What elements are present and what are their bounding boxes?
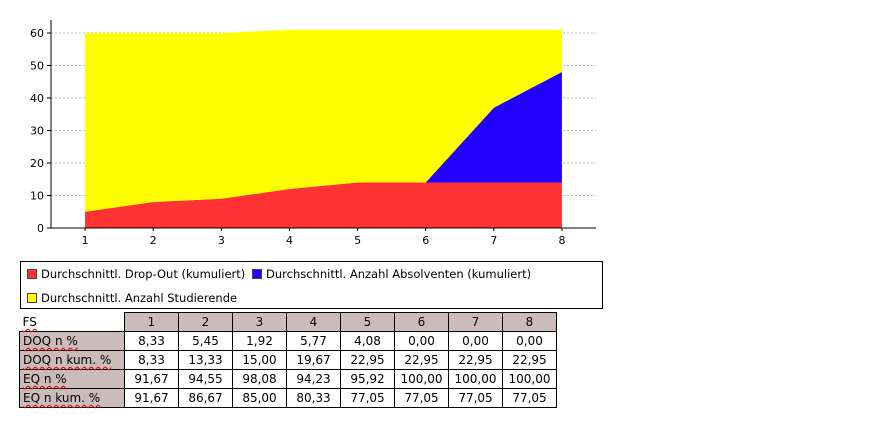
table-cell: 0,00	[448, 331, 503, 351]
legend-swatch-drop-out	[27, 269, 37, 279]
table-cell: 85,00	[232, 388, 287, 408]
table-cell: 94,55	[178, 369, 233, 389]
data-table: FS 1 2 3 4 5 6 7 8 DOQ n % 8,33 5,45 1,9…	[19, 312, 557, 408]
table-row-label: EQ n kum. %	[19, 388, 125, 408]
y-tick-label: 50	[30, 60, 44, 73]
table-cell: 8,33	[124, 331, 179, 351]
legend-item-drop-out: Durchschnittl. Drop-Out (kumuliert)	[27, 267, 245, 281]
x-tick-label: 4	[286, 234, 293, 247]
x-tick-label: 1	[82, 234, 89, 247]
legend: Durchschnittl. Drop-Out (kumuliert) Durc…	[20, 261, 603, 309]
table-row-label: DOQ n kum. %	[19, 350, 125, 370]
table-cell: 22,95	[340, 350, 395, 370]
table-row-label-text: EQ n %	[23, 372, 67, 386]
x-tick-label: 3	[218, 234, 225, 247]
x-tick-label: 5	[354, 234, 361, 247]
area-series-0	[85, 182, 562, 228]
table-cell: 91,67	[124, 369, 179, 389]
table-row-label-text: DOQ n %	[23, 334, 78, 348]
y-tick-label: 10	[30, 190, 44, 203]
legend-swatch-absolventen	[252, 269, 262, 279]
table-cell: 86,67	[178, 388, 233, 408]
legend-label-drop-out: Durchschnittl. Drop-Out (kumuliert)	[41, 267, 246, 281]
table-header-row: FS 1 2 3 4 5 6 7 8	[20, 312, 557, 332]
table-cell: 77,05	[448, 388, 503, 408]
table-cell: 0,00	[394, 331, 449, 351]
table-cell: 77,05	[340, 388, 395, 408]
table-cell: 94,23	[286, 369, 341, 389]
table-cell: 91,67	[124, 388, 179, 408]
table-col-header: 1	[124, 312, 179, 332]
table-cell: 22,95	[502, 350, 557, 370]
table-row: DOQ n kum. % 8,33 13,33 15,00 19,67 22,9…	[19, 350, 557, 370]
area-series	[85, 29, 562, 228]
table-cell: 100,00	[394, 369, 449, 389]
stacked-area-chart: 0 10 20 30 40 50 60 1 2 3 4 5 6 7 8	[30, 20, 596, 247]
table-col-header: 2	[178, 312, 233, 332]
table-row: EQ n kum. % 91,67 86,67 85,00 80,33 77,0…	[19, 388, 557, 408]
table-row: DOQ n % 8,33 5,45 1,92 5,77 4,08 0,00 0,…	[19, 331, 557, 351]
x-tick-label: 6	[422, 234, 429, 247]
table-cell: 13,33	[178, 350, 233, 370]
table-cell: 4,08	[340, 331, 395, 351]
table-col-header: 6	[394, 312, 449, 332]
y-tick-label: 40	[30, 92, 44, 105]
table-row-label: DOQ n %	[19, 331, 125, 351]
table-col-header: 7	[448, 312, 503, 332]
table-cell: 22,95	[448, 350, 503, 370]
table-cell: 5,45	[178, 331, 233, 351]
table-cell: 98,08	[232, 369, 287, 389]
legend-item-studierende: Durchschnittl. Anzahl Studierende	[27, 291, 237, 305]
legend-label-absolventen: Durchschnittl. Anzahl Absolventen (kumul…	[266, 267, 532, 281]
table-col-header: 8	[502, 312, 557, 332]
x-tick-label: 8	[558, 234, 565, 247]
y-tick-label: 60	[30, 27, 44, 40]
x-tick-label: 2	[150, 234, 157, 247]
table-cell: 15,00	[232, 350, 287, 370]
table-row-label: EQ n %	[19, 369, 125, 389]
table-row-label-text: EQ n kum. %	[23, 391, 101, 405]
table-cell: 5,77	[286, 331, 341, 351]
table-cell: 77,05	[502, 388, 557, 408]
table-cell: 1,92	[232, 331, 287, 351]
legend-item-absolventen: Durchschnittl. Anzahl Absolventen (kumul…	[252, 267, 531, 281]
legend-swatch-studierende	[27, 293, 37, 303]
table-cell: 100,00	[502, 369, 557, 389]
table-cell: 80,33	[286, 388, 341, 408]
table-col-header: 3	[232, 312, 287, 332]
axes: 0 10 20 30 40 50 60 1 2 3 4 5 6 7 8	[30, 20, 596, 247]
table-cell: 8,33	[124, 350, 179, 370]
table-col-header: 4	[286, 312, 341, 332]
x-tick-label: 7	[490, 234, 497, 247]
table-corner-text: FS	[22, 314, 37, 329]
table-corner-label: FS	[20, 313, 125, 332]
area-series-1	[85, 72, 562, 212]
table-cell: 77,05	[394, 388, 449, 408]
y-tick-label: 30	[30, 125, 44, 138]
table-cell: 95,92	[340, 369, 395, 389]
area-series-2	[85, 29, 562, 212]
legend-label-studierende: Durchschnittl. Anzahl Studierende	[41, 291, 238, 305]
y-tick-label: 20	[30, 157, 44, 170]
y-tick-label: 0	[37, 222, 44, 235]
table-cell: 22,95	[394, 350, 449, 370]
table-row-label-text: DOQ n kum. %	[23, 353, 112, 367]
table-cell: 100,00	[448, 369, 503, 389]
table-cell: 0,00	[502, 331, 557, 351]
table-row: EQ n % 91,67 94,55 98,08 94,23 95,92 100…	[19, 369, 557, 389]
table-cell: 19,67	[286, 350, 341, 370]
table-col-header: 5	[340, 312, 395, 332]
